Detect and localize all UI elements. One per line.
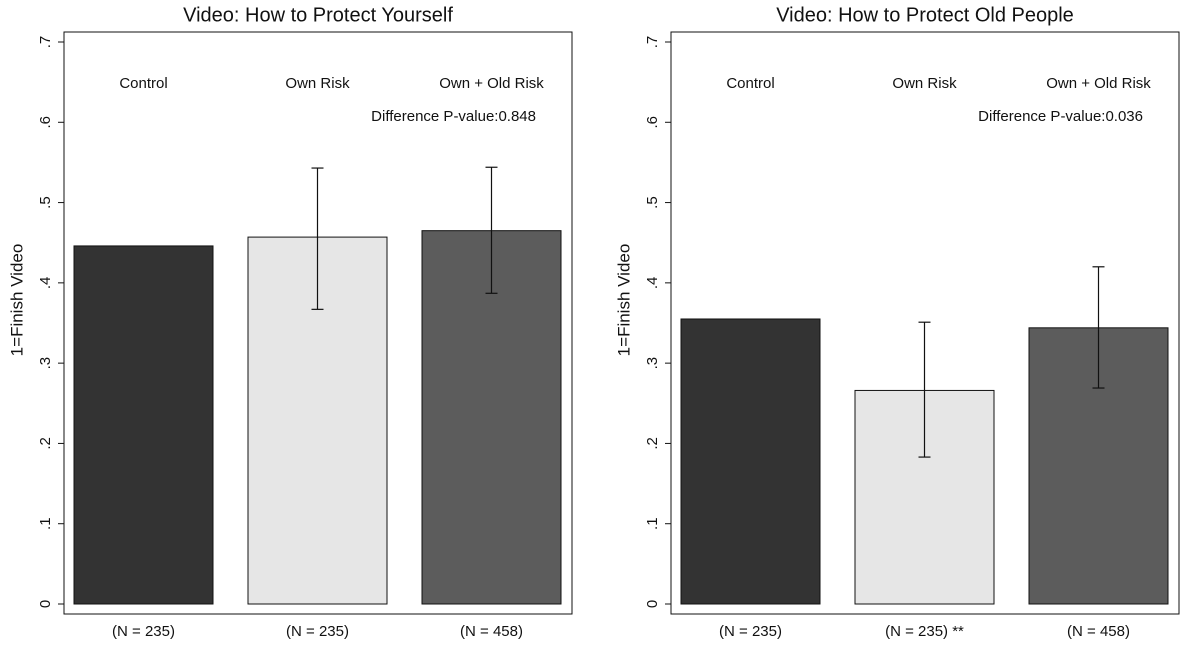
annotation: Difference P-value:0.848: [371, 108, 536, 125]
y-tick-label: .1: [37, 517, 54, 530]
bar: [73, 245, 214, 605]
x-tick-label: (N = 235): [719, 623, 782, 640]
annotation: Difference P-value:0.036: [978, 108, 1143, 125]
y-tick-label: .7: [37, 36, 54, 49]
category-label: Own Risk: [892, 75, 957, 92]
y-axis-label: 1=Finish Video: [614, 244, 633, 357]
y-tick-label: .6: [37, 116, 54, 129]
y-tick-label: 0: [37, 600, 54, 608]
y-tick-label: 0: [644, 600, 661, 608]
y-tick-label: .5: [644, 196, 661, 209]
y-tick-label: .3: [37, 357, 54, 370]
x-tick-label: (N = 235): [286, 623, 349, 640]
y-tick-label: .4: [37, 277, 54, 290]
category-label: Own + Old Risk: [1046, 75, 1151, 92]
x-tick-label: (N = 235): [112, 623, 175, 640]
x-tick-label: (N = 458): [1067, 623, 1130, 640]
category-label: Control: [119, 75, 167, 92]
x-tick-label: (N = 458): [460, 623, 523, 640]
category-label: Control: [726, 75, 774, 92]
y-tick-label: .3: [644, 357, 661, 370]
x-tick-label: (N = 235) **: [885, 623, 964, 640]
plot-frame: [63, 31, 573, 615]
y-tick-label: .1: [644, 517, 661, 530]
y-tick-label: .6: [644, 116, 661, 129]
category-label: Own + Old Risk: [439, 75, 544, 92]
plot-frame: [670, 31, 1180, 615]
chart-title: Video: How to Protect Yourself: [183, 4, 453, 26]
y-tick-label: .7: [644, 36, 661, 49]
bar: [680, 318, 821, 605]
y-tick-label: .2: [37, 437, 54, 450]
y-tick-label: .2: [644, 437, 661, 450]
y-axis-label: 1=Finish Video: [7, 244, 26, 357]
y-tick-label: .4: [644, 277, 661, 290]
y-tick-label: .5: [37, 196, 54, 209]
category-label: Own Risk: [285, 75, 350, 92]
chart-title: Video: How to Protect Old People: [776, 4, 1074, 26]
